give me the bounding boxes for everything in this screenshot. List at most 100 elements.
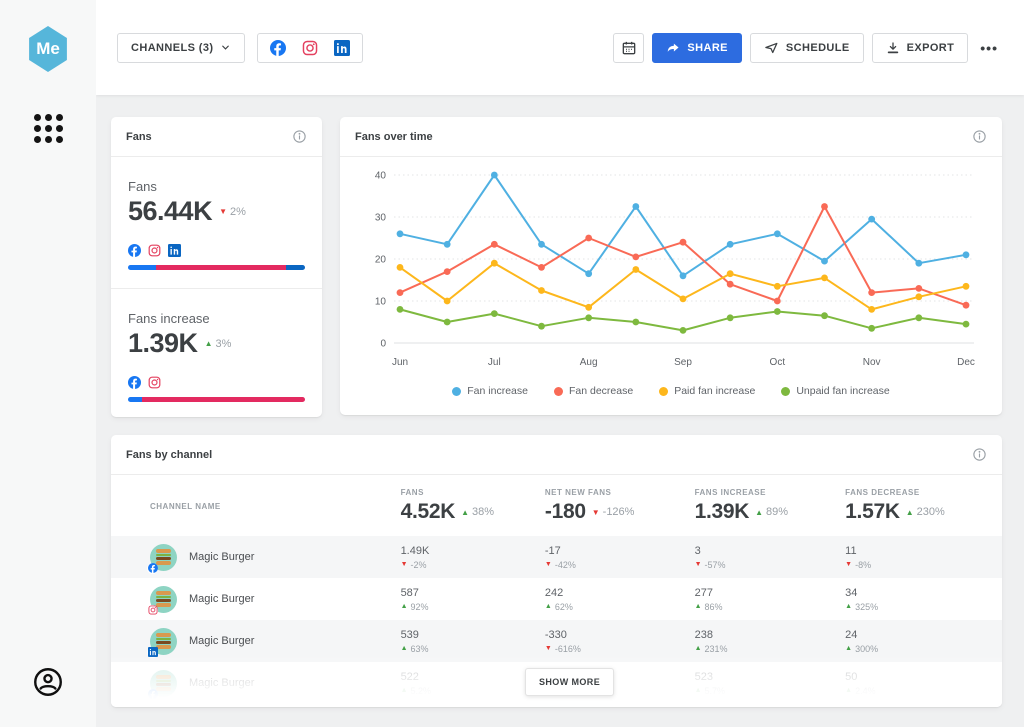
legend-item[interactable]: Fan decrease — [554, 385, 633, 397]
delta-up: ▲63% — [401, 644, 545, 654]
metric-cell: 34▲325% — [845, 587, 1002, 612]
column-header-label[interactable]: FANS DECREASE — [845, 488, 1002, 497]
summary-total: 4.52K — [401, 500, 456, 524]
apps-grid-icon[interactable] — [34, 114, 63, 143]
column-header-label[interactable]: FANS — [401, 488, 545, 497]
metric-block-0: Fans56.44K▼2% — [111, 157, 322, 288]
delta-down: ▼-126% — [592, 506, 635, 518]
svg-text:Oct: Oct — [770, 357, 786, 368]
topbar: CHANNELS (3) SHARE SCHEDULE EXPORT — [96, 0, 1024, 95]
share-icon — [666, 41, 680, 55]
schedule-button-label: SCHEDULE — [786, 42, 850, 54]
legend-dot — [554, 387, 563, 396]
channels-dropdown[interactable]: CHANNELS (3) — [117, 33, 245, 63]
delta-up: ▲86% — [695, 602, 846, 612]
fans-card: Fans Fans56.44K▼2%Fans increase1.39K▲3% — [111, 117, 322, 417]
table-row[interactable]: Magic Burger1.49K▼-2%-17▼-42%3▼-57%11▼-8… — [111, 536, 1002, 578]
metric-cell: 539▲63% — [401, 629, 545, 654]
schedule-button[interactable]: SCHEDULE — [750, 33, 864, 63]
metric-cell: 242▲62% — [545, 587, 695, 612]
svg-text:Nov: Nov — [863, 357, 881, 368]
delta-up: ▲62% — [545, 602, 695, 612]
network-distribution-bar — [128, 397, 305, 402]
legend-item[interactable]: Fan increase — [452, 385, 528, 397]
metric-cell: 24▲300% — [845, 629, 1002, 654]
facebook-icon — [148, 689, 158, 699]
delta-up: ▲325% — [845, 602, 1002, 612]
metric-cell: 277▲86% — [695, 587, 846, 612]
info-icon[interactable] — [292, 129, 307, 144]
metric-cell: 1.49K▼-2% — [401, 545, 545, 570]
delta-down: ▼-57% — [695, 560, 846, 570]
metric-cell: -17▼-42% — [545, 545, 695, 570]
legend-dot — [781, 387, 790, 396]
legend-item[interactable]: Unpaid fan increase — [781, 385, 889, 397]
table-summary-row: CHANNEL NAME FANS4.52K▲38%NET NEW FANS-1… — [111, 475, 1002, 536]
delta-up: ▲3% — [205, 338, 232, 350]
column-header-channel-name: CHANNEL NAME — [111, 502, 401, 511]
fans-by-channel-card: Fans by channel CHANNEL NAME FANS4.52K▲3… — [111, 435, 1002, 707]
delta-down: ▼-2% — [401, 560, 545, 570]
metricool-logo[interactable]: Me — [27, 26, 69, 72]
facebook-icon — [270, 40, 286, 56]
svg-text:Dec: Dec — [957, 357, 975, 368]
linkedin-icon — [148, 647, 158, 657]
delta-up: ▲231% — [695, 644, 846, 654]
account-icon[interactable] — [31, 665, 65, 699]
svg-text:0: 0 — [380, 339, 386, 350]
channel-avatar — [150, 628, 177, 655]
legend-label: Fan decrease — [569, 385, 633, 397]
info-icon[interactable] — [972, 129, 987, 144]
main-content: Fans Fans56.44K▼2%Fans increase1.39K▲3% … — [96, 95, 1024, 727]
legend-label: Unpaid fan increase — [796, 385, 889, 397]
metric-block-1: Fans increase1.39K▲3% — [111, 288, 322, 420]
column-header-label[interactable]: NET NEW FANS — [545, 488, 695, 497]
metric-value: 56.44K — [128, 196, 212, 227]
svg-text:Jun: Jun — [392, 357, 408, 368]
summary-total: -180 — [545, 500, 586, 524]
table-row[interactable]: Magic Burger587▲92%242▲62%277▲86%34▲325% — [111, 578, 1002, 620]
metric-value: 1.39K — [128, 328, 198, 359]
selected-channels-box[interactable] — [257, 33, 363, 63]
metric-cell: 238▲231% — [695, 629, 846, 654]
svg-text:Sep: Sep — [674, 357, 692, 368]
export-button-label: EXPORT — [907, 42, 955, 54]
share-button[interactable]: SHARE — [652, 33, 742, 63]
summary-cell: FANS DECREASE1.57K▲230% — [845, 488, 1002, 524]
metric-network-icons — [128, 244, 305, 257]
delta-up: ▲5.2% — [401, 686, 545, 696]
sidebar: Me — [0, 0, 96, 727]
chart-card-title: Fans over time — [355, 131, 433, 143]
export-button[interactable]: EXPORT — [872, 33, 969, 63]
chart-legend: Fan increase Fan decrease Paid fan increas… — [354, 385, 988, 397]
instagram-icon — [302, 40, 318, 56]
fans-over-time-chart: 010203040JunJulAugSepOctNovDec — [354, 161, 988, 383]
delta-down: ▼-42% — [545, 560, 695, 570]
column-header-label[interactable]: FANS INCREASE — [695, 488, 846, 497]
table-row[interactable]: Magic Burger539▲63%-330▼-616%238▲231%24▲… — [111, 620, 1002, 662]
ellipsis-icon: ••• — [980, 40, 998, 56]
metric-cell: 523▲5.7% — [695, 671, 846, 696]
summary-cell: FANS INCREASE1.39K▲89% — [695, 488, 846, 524]
info-icon[interactable] — [972, 447, 987, 462]
metric-cell: 11▼-8% — [845, 545, 1002, 570]
svg-text:40: 40 — [375, 171, 387, 182]
more-options-button[interactable]: ••• — [976, 33, 1002, 63]
summary-total: 1.57K — [845, 500, 900, 524]
paper-plane-icon — [764, 40, 779, 55]
channel-name: Magic Burger — [189, 635, 254, 647]
summary-cell: FANS4.52K▲38% — [401, 488, 545, 524]
metric-network-icons — [128, 376, 305, 389]
calendar-icon — [621, 40, 637, 56]
date-range-button[interactable] — [613, 33, 644, 63]
delta-down: ▼-8% — [845, 560, 1002, 570]
show-more-button[interactable]: SHOW MORE — [525, 668, 614, 696]
legend-dot — [452, 387, 461, 396]
delta-up: ▲89% — [755, 506, 788, 518]
linkedin-icon — [334, 40, 350, 56]
legend-item[interactable]: Paid fan increase — [659, 385, 755, 397]
channel-avatar — [150, 586, 177, 613]
delta-up: ▲2.4% — [845, 686, 1002, 696]
metric-label: Fans — [128, 179, 305, 194]
legend-label: Paid fan increase — [674, 385, 755, 397]
